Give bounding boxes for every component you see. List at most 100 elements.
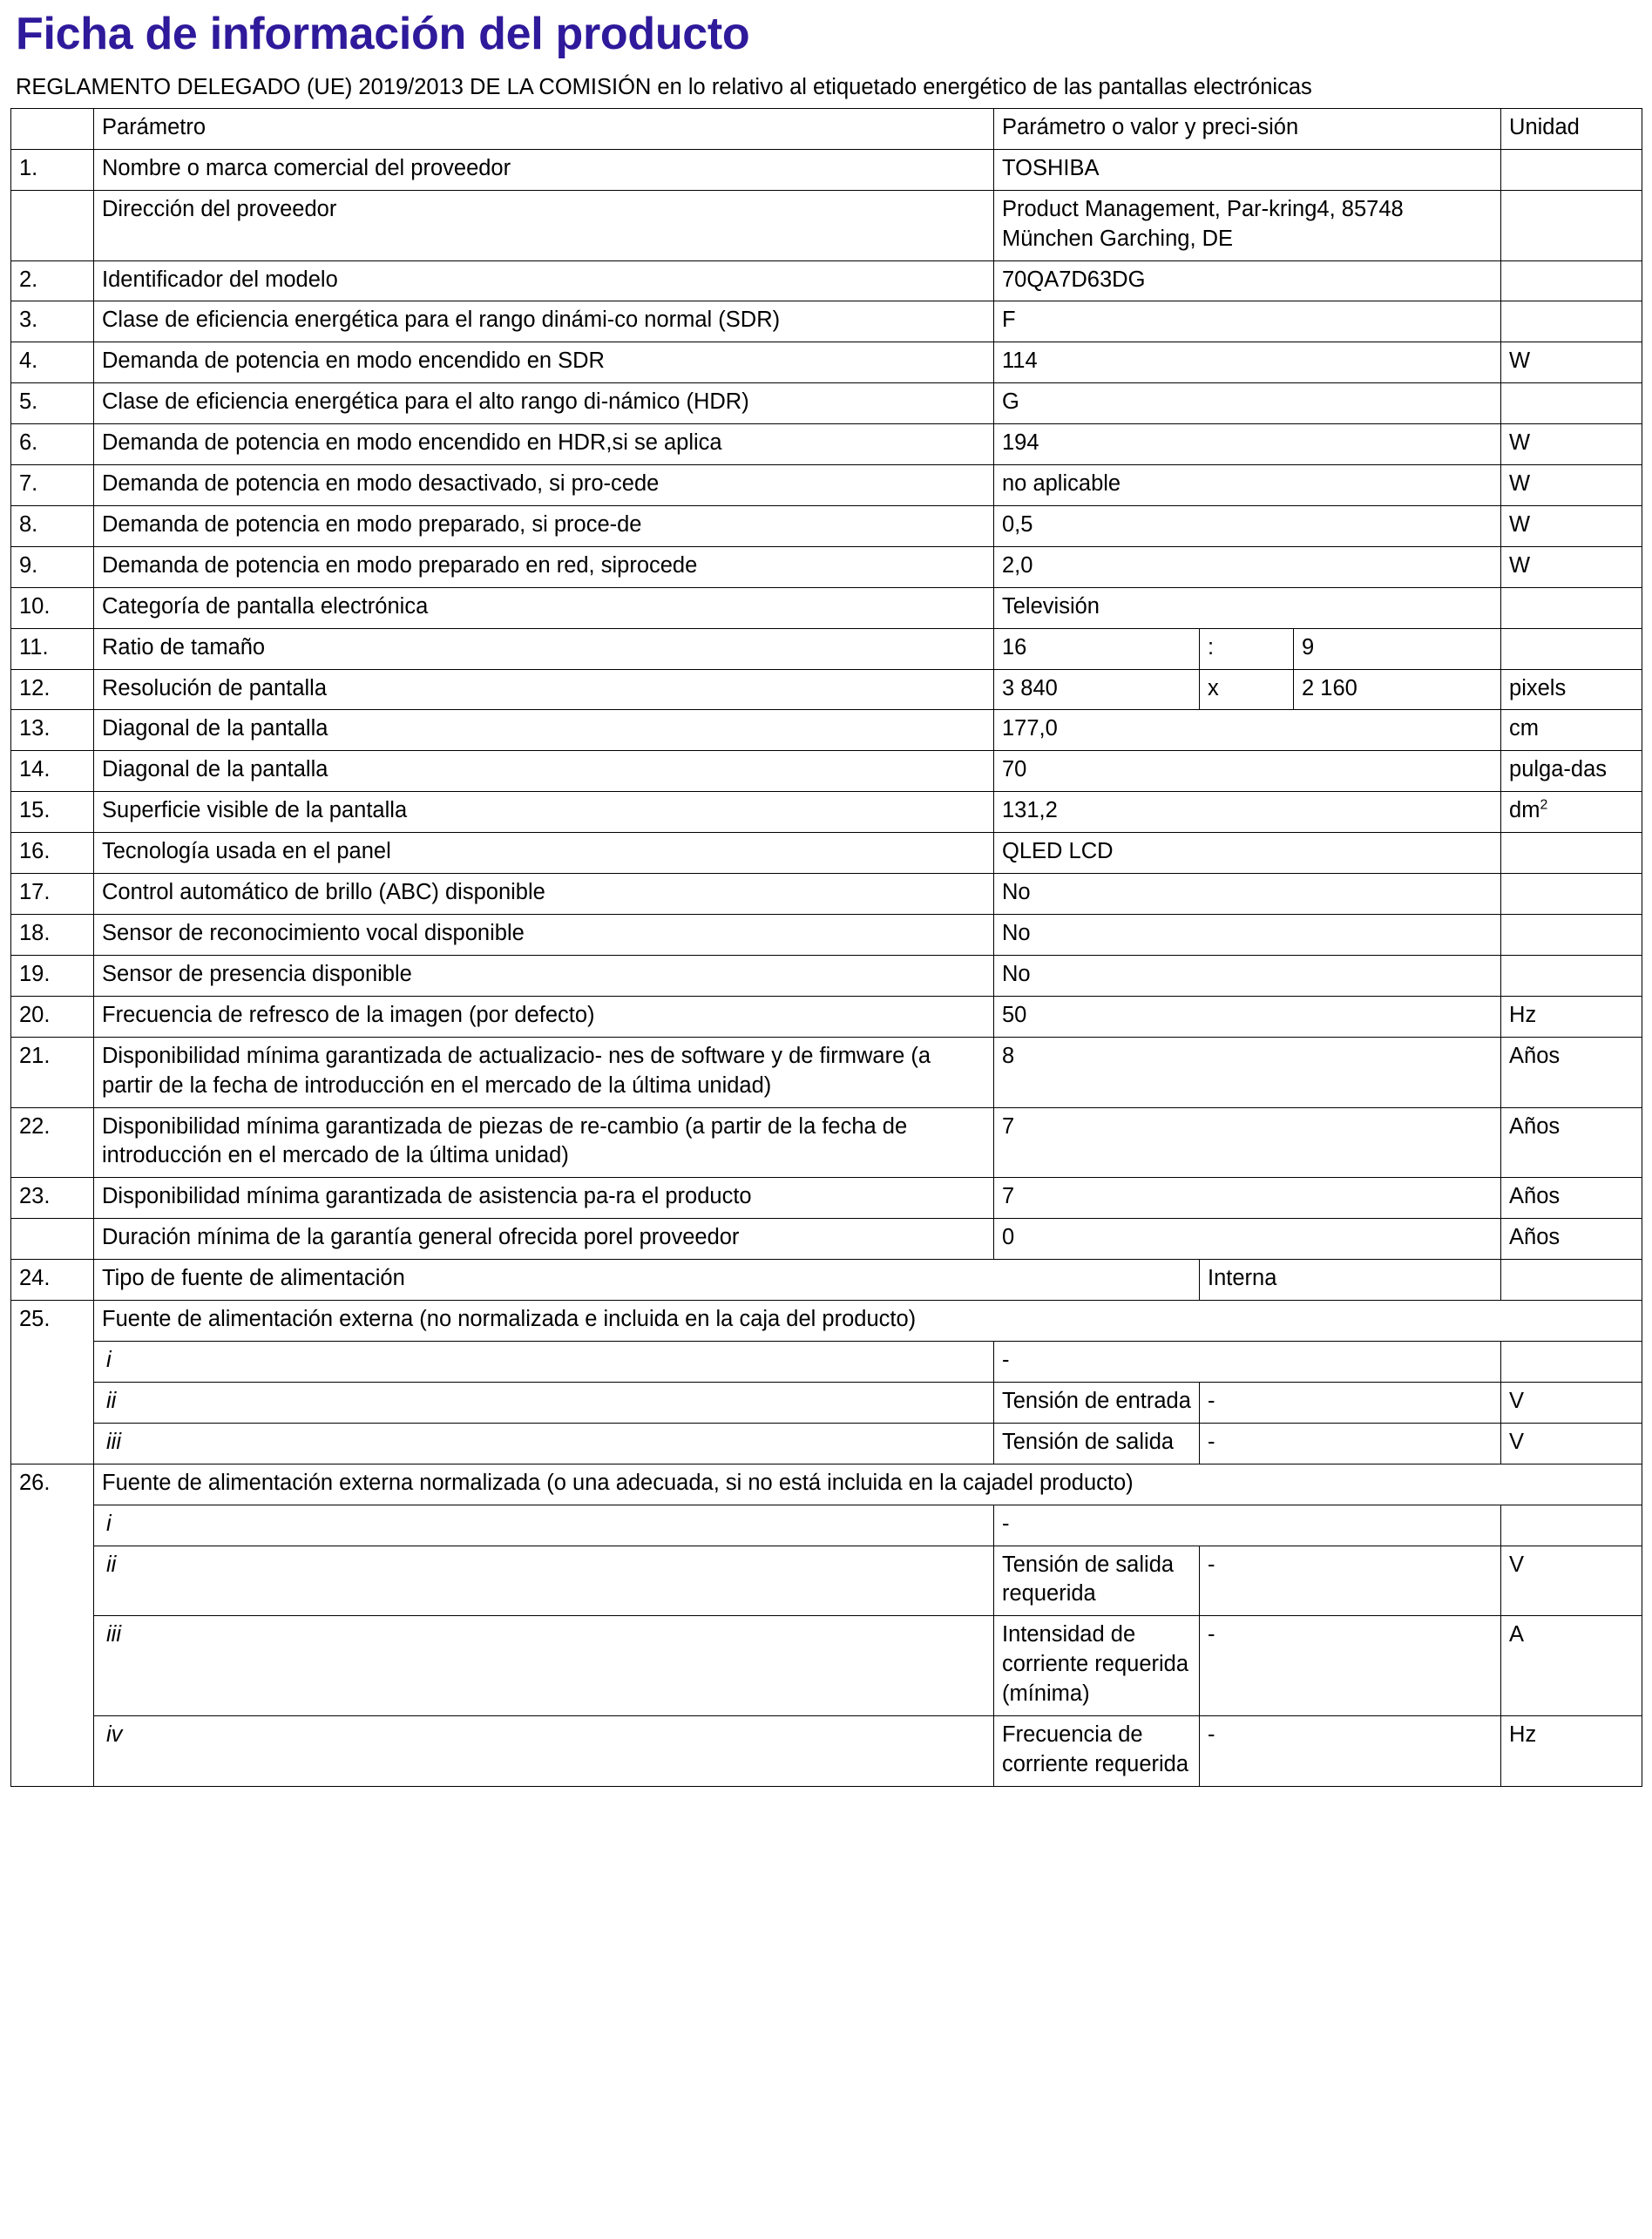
psu-standard-title-row: 26. Fuente de alimentación externa normal… [10, 1463, 1643, 1787]
row-number [10, 1218, 94, 1261]
row-unit [1500, 1259, 1643, 1302]
row-number: 7. [10, 464, 94, 506]
psu-standard-subrow: iii Intensidad de corriente requerida (mí… [11, 1615, 1643, 1717]
row-unit [1500, 301, 1643, 343]
row-unit: pixels [1500, 668, 1643, 711]
row-parameter: Demanda de potencia en modo desactivado,… [93, 464, 994, 506]
row-unit: pulga-das [1500, 750, 1643, 793]
row-unit [1500, 954, 1643, 997]
row-value: 2,0 [992, 545, 1502, 588]
table-row: Dirección del proveedor Product Managemen… [10, 189, 1643, 261]
subrow-unit: Hz [1500, 1715, 1643, 1787]
row-number: 9. [10, 545, 94, 588]
row-parameter: Diagonal de la pantalla [93, 709, 994, 752]
row-parameter: Demanda de potencia en modo preparado en… [93, 545, 994, 588]
row-value: 0,5 [992, 504, 1502, 547]
row-value: 131,2 [992, 791, 1502, 834]
row-number: 5. [10, 382, 94, 425]
row-unit: W [1500, 423, 1643, 466]
row-unit: Años [1500, 1036, 1643, 1108]
row-value: no aplicable [992, 464, 1502, 506]
header-number [10, 107, 94, 150]
subrow-value: - [1198, 1381, 1502, 1424]
table-row: 7. Demanda de potencia en modo desactivad… [10, 464, 1643, 506]
row-number [10, 189, 94, 261]
row-parameter: Control automático de brillo (ABC) dispo… [93, 873, 994, 916]
row-number: 3. [10, 301, 94, 343]
table-row: 23. Disponibilidad mínima garantizada de … [10, 1177, 1643, 1220]
table-row: 19. Sensor de presencia disponible No [10, 954, 1643, 997]
table-row: 10. Categoría de pantalla electrónica Tele… [10, 586, 1643, 629]
psu-external-title-row: 25. Fuente de alimentación externa (no no… [10, 1300, 1643, 1464]
row-number: 15. [10, 791, 94, 834]
subrow-roman-numeral: i [93, 1340, 994, 1383]
subrow-value: - [1198, 1715, 1502, 1787]
row-value: F [992, 301, 1502, 343]
row-number: 18. [10, 914, 94, 956]
subrow-unit: V [1500, 1381, 1643, 1424]
row-value-a: 3 840 [993, 668, 1200, 711]
row-unit: Años [1500, 1106, 1643, 1179]
table-row: 8. Demanda de potencia en modo preparado,… [10, 504, 1643, 547]
table-row-power-type: 24. Tipo de fuente de alimentación Interna [10, 1259, 1643, 1302]
row-unit [1500, 832, 1643, 875]
row-number: 1. [10, 148, 94, 191]
row-number: 11. [10, 627, 94, 670]
table-row: 14. Diagonal de la pantalla 70 pulga-das [10, 750, 1643, 793]
table-header-row: Parámetro Parámetro o valor y preci-sión U… [10, 107, 1643, 150]
row-number: 20. [10, 995, 94, 1038]
table-row: 20. Frecuencia de refresco de la imagen (… [10, 995, 1643, 1038]
row-unit [1500, 260, 1643, 302]
row-number: 24. [10, 1259, 94, 1302]
row-value-b: 2 160 [1292, 668, 1502, 711]
table-row: 5. Clase de eficiencia energética para el… [10, 382, 1643, 425]
row-unit [1500, 914, 1643, 956]
subrow-label: Tensión de entrada [993, 1381, 1200, 1424]
page-title: Ficha de información del producto [16, 9, 750, 59]
table-row: 15. Superficie visible de la pantalla 131,… [10, 791, 1643, 834]
row-parameter: Dirección del proveedor [93, 189, 994, 261]
row-parameter: Demanda de potencia en modo preparado, s… [93, 504, 994, 547]
row-number: 25. [10, 1300, 94, 1464]
table-row: 21. Disponibilidad mínima garantizada de … [10, 1036, 1643, 1108]
row-parameter: Frecuencia de refresco de la imagen (por… [93, 995, 994, 1038]
row-number: 19. [10, 954, 94, 997]
row-unit: W [1500, 464, 1643, 506]
row-value: Televisión [992, 586, 1502, 629]
row-unit: W [1500, 504, 1643, 547]
row-value: No [992, 914, 1502, 956]
table-row: 22. Disponibilidad mínima garantizada de … [10, 1106, 1643, 1179]
row-unit: dm2 [1500, 791, 1643, 834]
row-parameter: Resolución de pantalla [93, 668, 994, 711]
psu-external-subrow: ii Tensión de entrada - V [11, 1381, 1643, 1424]
subrow-label: Tensión de salida [993, 1422, 1200, 1464]
table-row: 4. Demanda de potencia en modo encendido … [10, 342, 1643, 384]
subrow-value: - [1198, 1615, 1502, 1717]
row-value: 0 [992, 1218, 1502, 1261]
row-value: 194 [992, 423, 1502, 466]
subrow-unit: V [1500, 1422, 1643, 1464]
row-parameter: Sensor de presencia disponible [93, 954, 994, 997]
row-unit [1500, 382, 1643, 425]
psu-standard-subrow: iv Frecuencia de corriente requerida - Hz [11, 1715, 1643, 1787]
row-value: No [992, 873, 1502, 916]
row-value-separator: : [1199, 627, 1294, 670]
header-unit: Unidad [1500, 107, 1643, 150]
row-number: 6. [10, 423, 94, 466]
row-parameter: Demanda de potencia en modo encendido en… [93, 342, 994, 384]
subrow-value: - [1198, 1545, 1502, 1617]
row-unit: cm [1500, 709, 1643, 752]
header-parameter: Parámetro [93, 107, 994, 150]
table-row: 3. Clase de eficiencia energética para el… [10, 301, 1643, 343]
row-parameter: Disponibilidad mínima garantizada de pie… [93, 1106, 994, 1179]
row-parameter: Clase de eficiencia energética para el r… [93, 301, 994, 343]
subrow-roman-numeral: iii [93, 1422, 994, 1464]
row-unit: W [1500, 342, 1643, 384]
row-number: 13. [10, 709, 94, 752]
subrow-label: Tensión de salida requerida [993, 1545, 1200, 1617]
row-parameter: Disponibilidad mínima garantizada de act… [93, 1036, 994, 1108]
row-parameter: Ratio de tamaño [93, 627, 994, 670]
row-number: 12. [10, 668, 94, 711]
subrow-unit [1500, 1340, 1643, 1383]
row-value: 50 [992, 995, 1502, 1038]
